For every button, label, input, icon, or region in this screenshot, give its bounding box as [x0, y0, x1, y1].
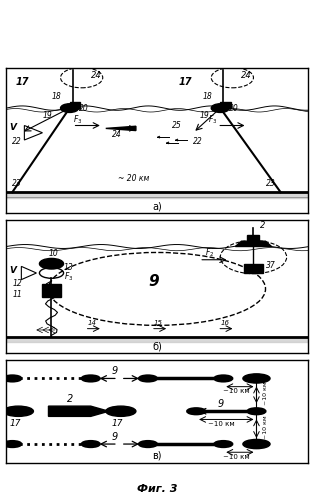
Text: 18: 18 — [51, 92, 61, 102]
Text: $F_3$: $F_3$ — [63, 270, 73, 283]
Text: 12: 12 — [12, 279, 22, 288]
Circle shape — [82, 441, 100, 447]
Text: а): а) — [152, 202, 162, 211]
Text: 24: 24 — [112, 130, 122, 139]
Text: 23: 23 — [12, 180, 22, 188]
Circle shape — [214, 441, 232, 447]
Text: 20: 20 — [78, 104, 88, 113]
Text: 16: 16 — [220, 320, 229, 326]
Circle shape — [139, 441, 157, 447]
Circle shape — [247, 408, 266, 414]
Polygon shape — [236, 241, 272, 246]
Circle shape — [214, 376, 232, 382]
Text: 13: 13 — [63, 264, 73, 272]
Text: V: V — [9, 266, 16, 275]
Text: 17: 17 — [178, 77, 192, 87]
Circle shape — [139, 376, 157, 382]
Text: 17: 17 — [9, 418, 21, 428]
Text: 9: 9 — [148, 274, 159, 289]
Bar — [247, 234, 259, 241]
Circle shape — [82, 376, 100, 382]
Polygon shape — [106, 126, 136, 130]
Text: 37: 37 — [266, 260, 275, 270]
Text: 24: 24 — [241, 70, 252, 80]
Text: 10: 10 — [48, 249, 58, 258]
Text: ~ 20 км: ~ 20 км — [118, 174, 149, 182]
Circle shape — [211, 104, 229, 112]
Circle shape — [243, 440, 270, 448]
Circle shape — [3, 441, 21, 447]
Text: 18: 18 — [202, 92, 212, 102]
Text: $F_3$: $F_3$ — [208, 114, 218, 126]
Circle shape — [243, 374, 270, 383]
Text: 23: 23 — [266, 180, 275, 188]
Text: 2: 2 — [67, 394, 73, 404]
Circle shape — [3, 406, 33, 416]
Circle shape — [61, 104, 78, 112]
Bar — [220, 102, 231, 108]
Text: 9: 9 — [112, 432, 118, 442]
Text: ~10 км: ~10 км — [223, 454, 250, 460]
Text: ~10 км: ~10 км — [208, 420, 235, 426]
Text: 9: 9 — [217, 399, 224, 409]
Text: V: V — [9, 123, 16, 132]
Circle shape — [3, 376, 21, 382]
Text: 19: 19 — [42, 112, 52, 120]
Circle shape — [106, 406, 136, 416]
Text: 2: 2 — [259, 221, 265, 230]
Text: 9: 9 — [112, 366, 118, 376]
Text: ~10 км: ~10 км — [263, 381, 268, 404]
Text: ~10 км: ~10 км — [263, 416, 268, 440]
Text: 11: 11 — [12, 290, 22, 299]
Text: в): в) — [152, 450, 162, 460]
Text: Фиг. 3: Фиг. 3 — [137, 484, 177, 494]
Text: 22: 22 — [12, 138, 22, 146]
Bar — [70, 102, 80, 108]
Text: $F_3$: $F_3$ — [73, 114, 82, 126]
Text: б): б) — [152, 342, 162, 352]
Bar — [244, 264, 263, 273]
Text: 25: 25 — [172, 122, 182, 130]
Text: 19: 19 — [199, 112, 209, 120]
Circle shape — [187, 408, 205, 414]
Text: 17: 17 — [15, 77, 29, 87]
Text: 15: 15 — [154, 320, 163, 326]
Text: 22: 22 — [193, 138, 203, 146]
Text: 24: 24 — [91, 70, 101, 80]
Text: $F_2$: $F_2$ — [205, 247, 214, 260]
Bar — [42, 284, 61, 297]
Text: 14: 14 — [88, 320, 97, 326]
Polygon shape — [48, 406, 109, 416]
Text: 20: 20 — [229, 104, 239, 113]
Circle shape — [40, 258, 63, 269]
Text: ~10 км: ~10 км — [223, 388, 250, 394]
Text: 17: 17 — [112, 418, 123, 428]
